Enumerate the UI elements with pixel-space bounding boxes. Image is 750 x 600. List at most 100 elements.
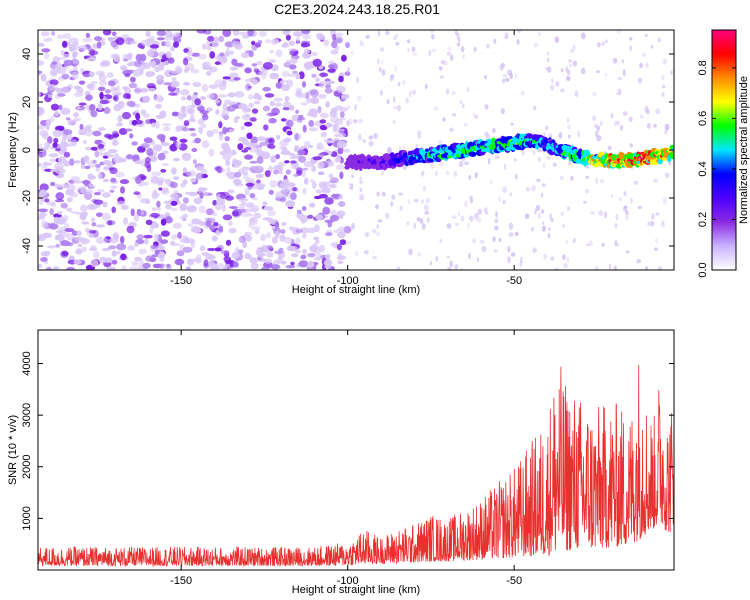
noise-cell	[124, 73, 131, 78]
faint-cell	[347, 104, 351, 110]
faint-cell	[406, 221, 410, 226]
faint-cell	[599, 120, 603, 127]
snr-frame	[37, 329, 675, 571]
faint-cell	[501, 78, 506, 84]
faint-cell	[636, 259, 642, 264]
noise-cell	[280, 229, 286, 234]
colorbar-tick-label: 0.0	[697, 262, 709, 277]
faint-cell	[454, 264, 459, 270]
faint-cell	[614, 120, 617, 127]
noise-cell	[86, 83, 93, 89]
faint-cell	[649, 221, 655, 227]
noise-cell	[50, 115, 55, 123]
noise-cell	[198, 205, 206, 214]
faint-cell	[464, 122, 468, 127]
noise-cell	[224, 260, 233, 264]
faint-cell	[607, 145, 612, 151]
faint-cell	[507, 246, 511, 253]
faint-cell	[546, 156, 551, 160]
noise-cell	[212, 199, 218, 206]
noise-cell	[142, 95, 151, 104]
noise-cell	[156, 176, 166, 184]
faint-cell	[438, 140, 443, 144]
noise-cell	[238, 103, 248, 110]
faint-cell	[385, 30, 390, 35]
faint-cell	[568, 160, 572, 166]
noise-cell	[250, 205, 260, 213]
noise-cell	[145, 219, 153, 225]
faint-cell	[468, 174, 472, 180]
noise-cell	[333, 123, 339, 128]
noise-cell	[288, 48, 298, 52]
faint-cell	[622, 69, 626, 77]
faint-cell	[472, 112, 476, 117]
noise-cell	[256, 136, 267, 142]
faint-cell	[534, 208, 537, 215]
y-tick-label: 0	[21, 147, 33, 153]
noise-cell	[325, 232, 333, 237]
noise-cell	[98, 172, 103, 180]
faint-cell	[392, 119, 396, 124]
noise-cell	[295, 73, 301, 80]
noise-cell	[97, 103, 103, 111]
noise-cell	[248, 50, 254, 58]
faint-cell	[560, 211, 564, 217]
faint-cell	[442, 117, 446, 122]
faint-cell	[358, 118, 363, 124]
noise-cell	[117, 115, 123, 123]
faint-cell	[458, 161, 464, 168]
spectrogram-cells	[38, 30, 674, 270]
noise-cell	[60, 146, 67, 154]
noise-cell	[161, 123, 172, 127]
noise-cell	[261, 266, 270, 270]
faint-cell	[655, 212, 660, 216]
faint-cell	[359, 40, 362, 47]
faint-cell	[364, 231, 369, 238]
faint-cell	[616, 30, 622, 34]
faint-cell	[544, 125, 549, 131]
faint-cell	[566, 68, 571, 75]
noise-cell	[155, 103, 162, 109]
faint-cell	[628, 116, 633, 123]
faint-cell	[670, 70, 673, 75]
noise-cell	[199, 245, 206, 252]
noise-cell	[328, 173, 334, 179]
faint-cell	[538, 32, 541, 37]
noise-cell	[231, 210, 239, 217]
noise-cell	[145, 71, 155, 77]
noise-cell	[97, 127, 106, 131]
noise-cell	[93, 199, 104, 205]
noise-cell	[111, 259, 118, 265]
noise-cell	[185, 63, 195, 71]
signal-cell	[472, 152, 477, 156]
noise-cell	[295, 109, 300, 115]
noise-cell	[246, 132, 253, 140]
faint-cell	[645, 62, 649, 68]
noise-cell	[216, 165, 223, 174]
faint-cell	[451, 215, 457, 219]
noise-cell	[179, 138, 188, 143]
noise-cell	[222, 30, 232, 37]
noise-cell	[208, 148, 215, 157]
noise-cell	[303, 177, 309, 185]
noise-cell	[241, 166, 251, 171]
faint-cell	[614, 265, 617, 270]
faint-cell	[570, 175, 574, 181]
noise-cell	[66, 242, 74, 247]
noise-cell	[188, 118, 197, 123]
noise-cell	[176, 250, 185, 257]
faint-cell	[417, 130, 422, 136]
noise-cell	[145, 31, 151, 37]
noise-cell	[182, 127, 189, 132]
faint-cell	[468, 195, 473, 200]
noise-cell	[184, 191, 194, 195]
noise-cell	[88, 175, 96, 180]
noise-cell	[173, 41, 179, 48]
faint-cell	[573, 44, 576, 51]
noise-cell	[256, 146, 262, 153]
noise-cell	[164, 216, 173, 224]
faint-cell	[503, 35, 509, 40]
noise-cell	[106, 72, 114, 78]
noise-cell	[285, 34, 291, 41]
noise-cell	[61, 86, 71, 93]
